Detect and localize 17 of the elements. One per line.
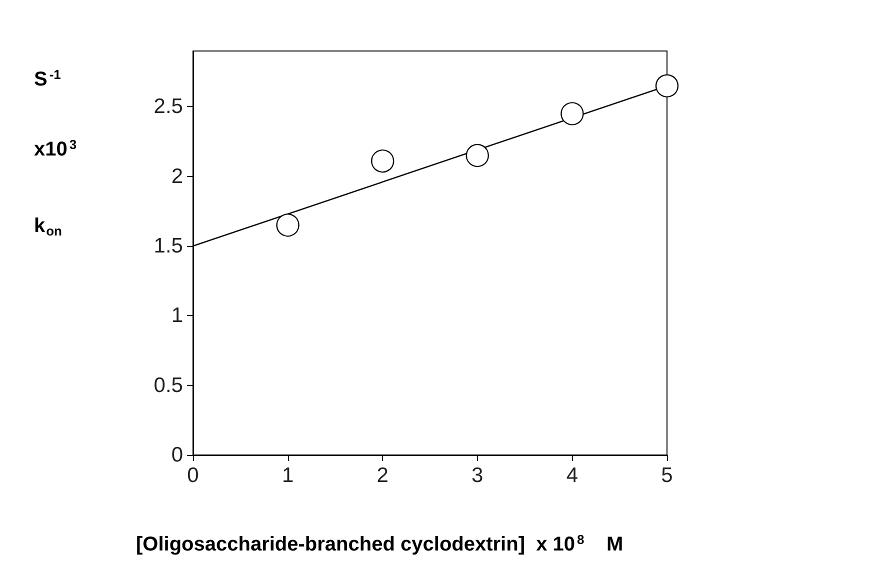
- point: [560, 102, 584, 126]
- point: [276, 214, 300, 237]
- y-tick-label: 0: [171, 444, 183, 466]
- x-tick-label: 3: [472, 464, 484, 487]
- y-tick-label: 1: [171, 304, 183, 328]
- x-tick-label: 5: [661, 464, 673, 487]
- x-tick-label: 0: [187, 464, 199, 487]
- point: [466, 144, 489, 168]
- x-tick-label: 2: [376, 464, 388, 487]
- y-tick-label: 2.5: [154, 95, 183, 118]
- point: [371, 149, 394, 173]
- y-tick-label: 1.5: [154, 234, 183, 258]
- x-tick-label: 4: [566, 464, 578, 487]
- point: [655, 74, 679, 98]
- y-tick-label: 2: [171, 164, 183, 188]
- y-tick-label: 0.5: [154, 374, 183, 397]
- x-tick-label: 1: [282, 464, 294, 487]
